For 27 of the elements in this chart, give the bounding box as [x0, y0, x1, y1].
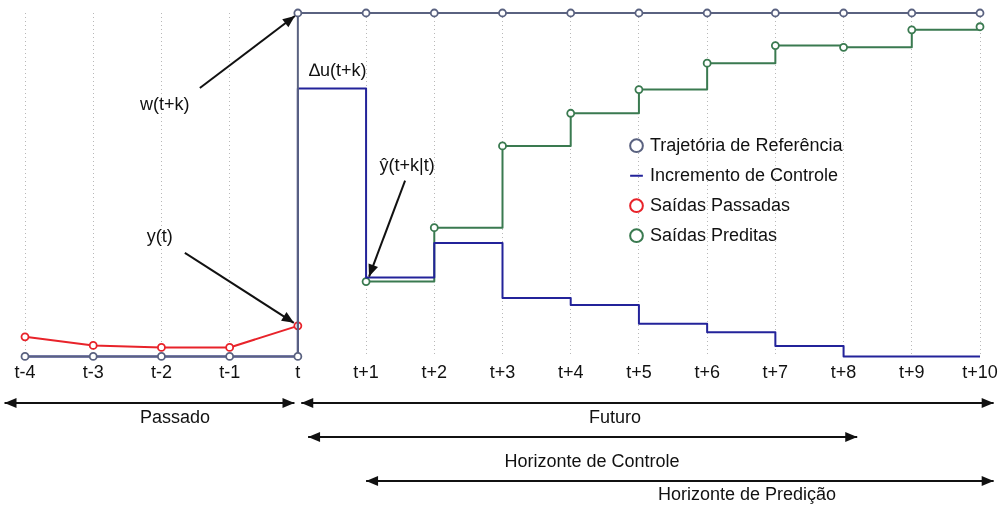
- annotation: ŷ(t+k|t): [379, 154, 435, 175]
- x-tick-label: t+1: [353, 362, 379, 383]
- x-tick-label: t+10: [962, 362, 998, 383]
- annotation: y(t): [146, 225, 173, 246]
- x-tick-label: t+9: [899, 362, 925, 383]
- x-tick-label: t-4: [14, 362, 36, 383]
- legend-label: Saídas Preditas: [650, 224, 778, 245]
- text: Passado: [139, 406, 211, 427]
- x-tick-label: t+3: [489, 362, 516, 383]
- annotation: w(t+k): [139, 93, 190, 114]
- text: Horizonte de Controle: [504, 450, 680, 471]
- x-tick-label: t+6: [694, 362, 720, 383]
- text: Horizonte de Predição: [657, 483, 837, 504]
- legend-label: Trajetória de Referência: [650, 134, 844, 155]
- x-tick-label: t-1: [219, 362, 241, 383]
- x-tick-label: t+2: [421, 362, 448, 383]
- x-tick-label: t+4: [557, 362, 584, 383]
- legend-label: Saídas Passadas: [650, 194, 791, 215]
- x-tick-label: t-2: [150, 362, 172, 383]
- x-tick-label: t+7: [762, 362, 789, 383]
- text: Futuro: [588, 406, 642, 427]
- x-tick-label: t: [295, 362, 301, 383]
- x-tick-label: t+8: [830, 362, 857, 383]
- annotation: ∆u(t+k): [309, 59, 367, 80]
- x-tick-label: t+5: [626, 362, 652, 383]
- legend-label: Incremento de Controle: [650, 164, 839, 185]
- x-tick-label: t-3: [82, 362, 104, 383]
